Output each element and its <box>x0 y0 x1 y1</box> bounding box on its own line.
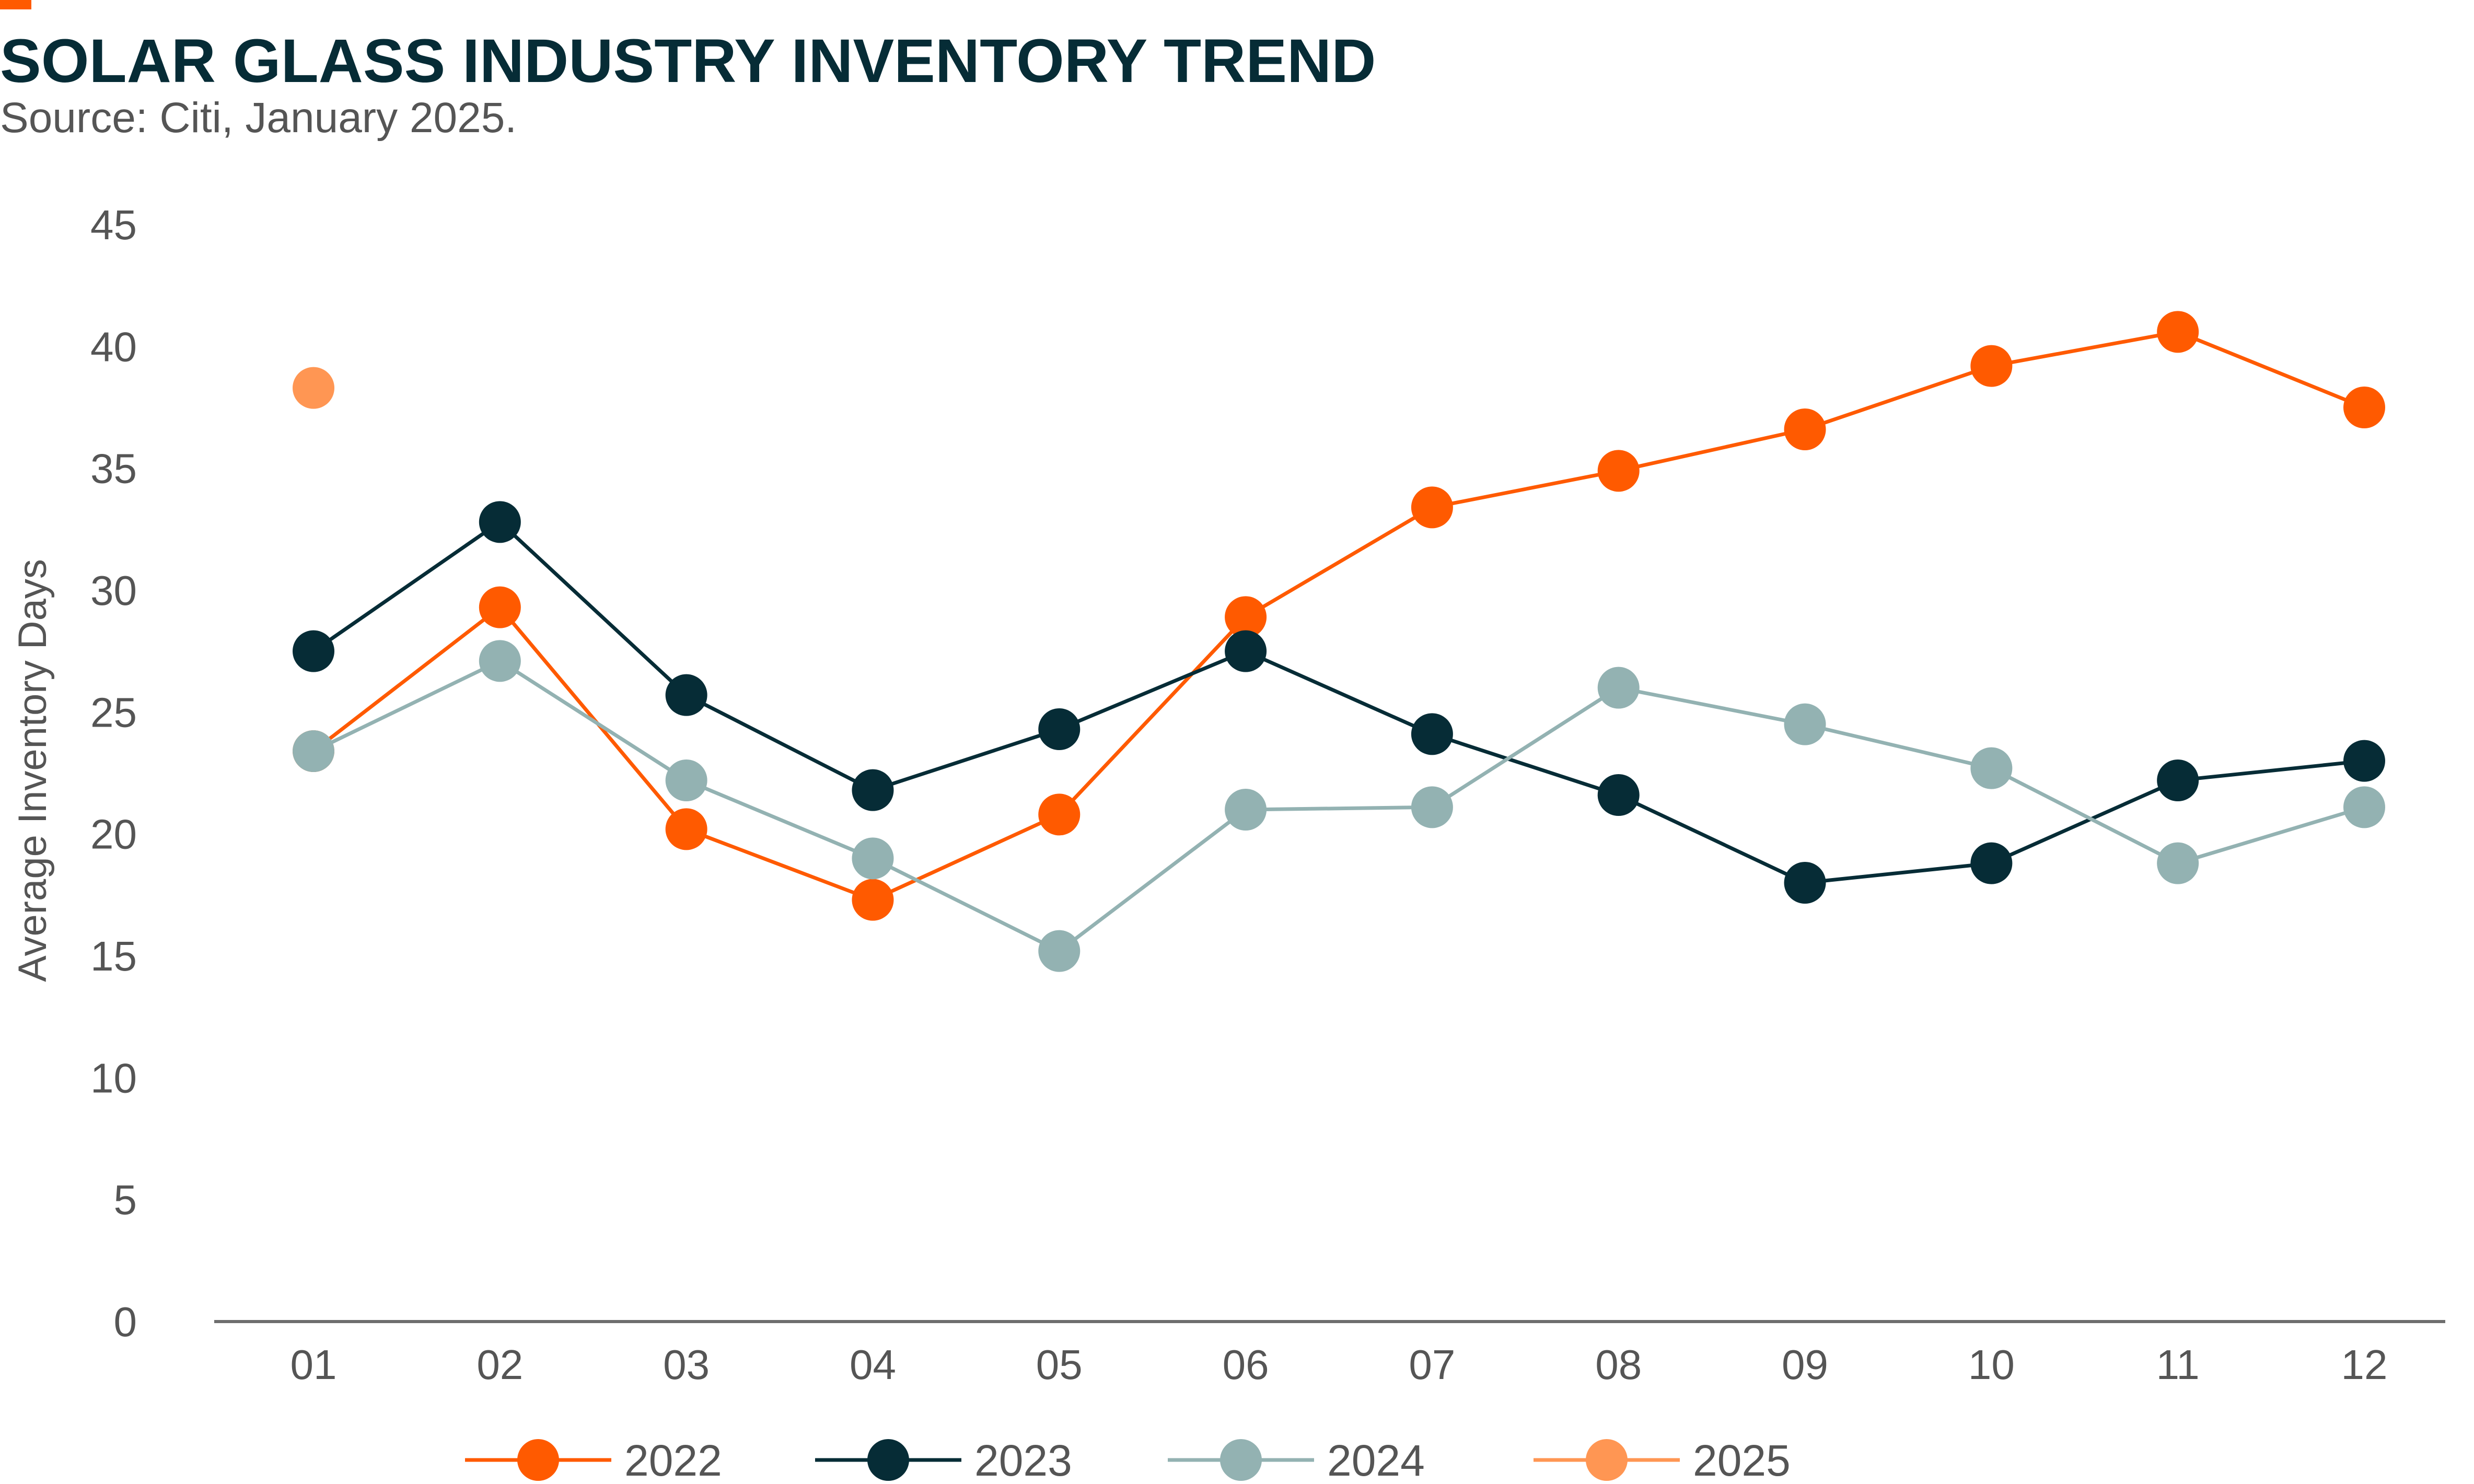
data-point-2023 <box>1784 862 1826 904</box>
series-line-2022 <box>312 330 2365 902</box>
data-point-2022 <box>1038 793 1081 836</box>
data-point-2022 <box>1784 408 1826 450</box>
data-point-2023 <box>479 501 521 543</box>
y-tick-label: 0 <box>114 1299 137 1345</box>
x-tick-label: 06 <box>1223 1341 1269 1388</box>
y-tick-label: 5 <box>114 1177 137 1223</box>
x-tick-label: 04 <box>850 1341 896 1388</box>
data-point-2022 <box>665 808 707 850</box>
data-point-2022 <box>1970 345 2013 387</box>
y-tick-label: 35 <box>90 446 137 492</box>
data-point-2023 <box>852 769 894 811</box>
series-2023 <box>293 501 2385 904</box>
x-tick-label: 12 <box>2341 1341 2388 1388</box>
x-tick-label: 07 <box>1409 1341 1455 1388</box>
legend-item-2022: 2022 <box>465 1436 722 1484</box>
data-point-2023 <box>2157 759 2199 801</box>
data-point-2023 <box>1411 713 1453 755</box>
legend-marker <box>867 1439 909 1481</box>
legend-label: 2024 <box>1327 1436 1425 1484</box>
data-point-2024 <box>1597 667 1640 709</box>
data-point-2023 <box>1970 842 2013 884</box>
legend-label: 2022 <box>624 1436 722 1484</box>
x-tick-label: 08 <box>1595 1341 1642 1388</box>
legend: 2022 2023 2024 2025 <box>465 1436 1791 1484</box>
data-point-2023 <box>1597 774 1640 816</box>
data-point-2023 <box>1038 708 1081 750</box>
data-point-2023 <box>293 630 334 672</box>
y-tick-label: 15 <box>90 933 137 979</box>
y-tick-label: 20 <box>90 811 137 858</box>
data-point-2022 <box>1411 486 1453 529</box>
chart-title: SOLAR GLASS INDUSTRY INVENTORY TREND <box>0 27 1376 96</box>
y-axis-title: Average Inventory Days <box>10 559 55 982</box>
data-point-2022 <box>852 879 894 921</box>
data-point-2024 <box>852 837 894 880</box>
data-point-2024 <box>1225 789 1267 831</box>
data-point-2024 <box>479 640 521 682</box>
legend-item-2024: 2024 <box>1168 1436 1425 1484</box>
data-point-2024 <box>2343 786 2385 828</box>
y-tick-label: 10 <box>90 1055 137 1101</box>
x-tick-label: 05 <box>1036 1341 1083 1388</box>
y-tick-label: 40 <box>90 323 137 370</box>
data-point-2024 <box>1970 747 2013 789</box>
data-point-2024 <box>2157 842 2199 884</box>
data-point-2022 <box>479 586 521 628</box>
data-point-2022 <box>1225 596 1267 638</box>
x-tick-label: 03 <box>663 1341 710 1388</box>
data-point-2024 <box>293 730 334 772</box>
series-2024 <box>293 640 2385 972</box>
series-layer <box>293 311 2385 972</box>
data-point-2022 <box>2343 387 2385 428</box>
y-tick-label: 25 <box>90 689 137 735</box>
y-axis-ticks: 0 5 10 15 20 25 30 35 40 45 <box>90 202 137 1345</box>
series-2025 <box>293 367 334 409</box>
x-tick-label: 11 <box>2156 1341 2200 1388</box>
data-point-2022 <box>1597 450 1640 492</box>
data-point-2024 <box>1038 930 1081 972</box>
legend-label: 2025 <box>1693 1436 1791 1484</box>
chart-subtitle: Source: Citi, January 2025. <box>0 94 517 142</box>
data-point-2024 <box>665 759 707 801</box>
data-point-2025 <box>293 367 334 409</box>
y-tick-label: 30 <box>90 567 137 614</box>
data-point-2024 <box>1784 703 1826 745</box>
data-point-2023 <box>2343 740 2385 782</box>
legend-marker <box>1586 1439 1628 1481</box>
x-axis-ticks: 01 02 03 04 05 06 07 08 09 10 11 12 <box>291 1341 2388 1388</box>
legend-marker <box>1220 1439 1262 1481</box>
x-tick-label: 01 <box>291 1341 337 1388</box>
legend-item-2025: 2025 <box>1534 1436 1791 1484</box>
legend-marker <box>517 1439 559 1481</box>
y-tick-label: 45 <box>90 202 137 248</box>
legend-item-2023: 2023 <box>815 1436 1072 1484</box>
series-line-2024 <box>312 659 2365 953</box>
legend-label: 2023 <box>974 1436 1072 1484</box>
series-line-2023 <box>312 520 2365 885</box>
data-point-2024 <box>1411 786 1453 828</box>
accent-bar <box>0 0 31 9</box>
data-point-2022 <box>2157 311 2199 353</box>
x-tick-label: 09 <box>1782 1341 1828 1388</box>
data-point-2023 <box>665 674 707 716</box>
x-tick-label: 02 <box>477 1341 523 1388</box>
x-tick-label: 10 <box>1968 1341 2015 1388</box>
data-point-2023 <box>1225 630 1267 672</box>
